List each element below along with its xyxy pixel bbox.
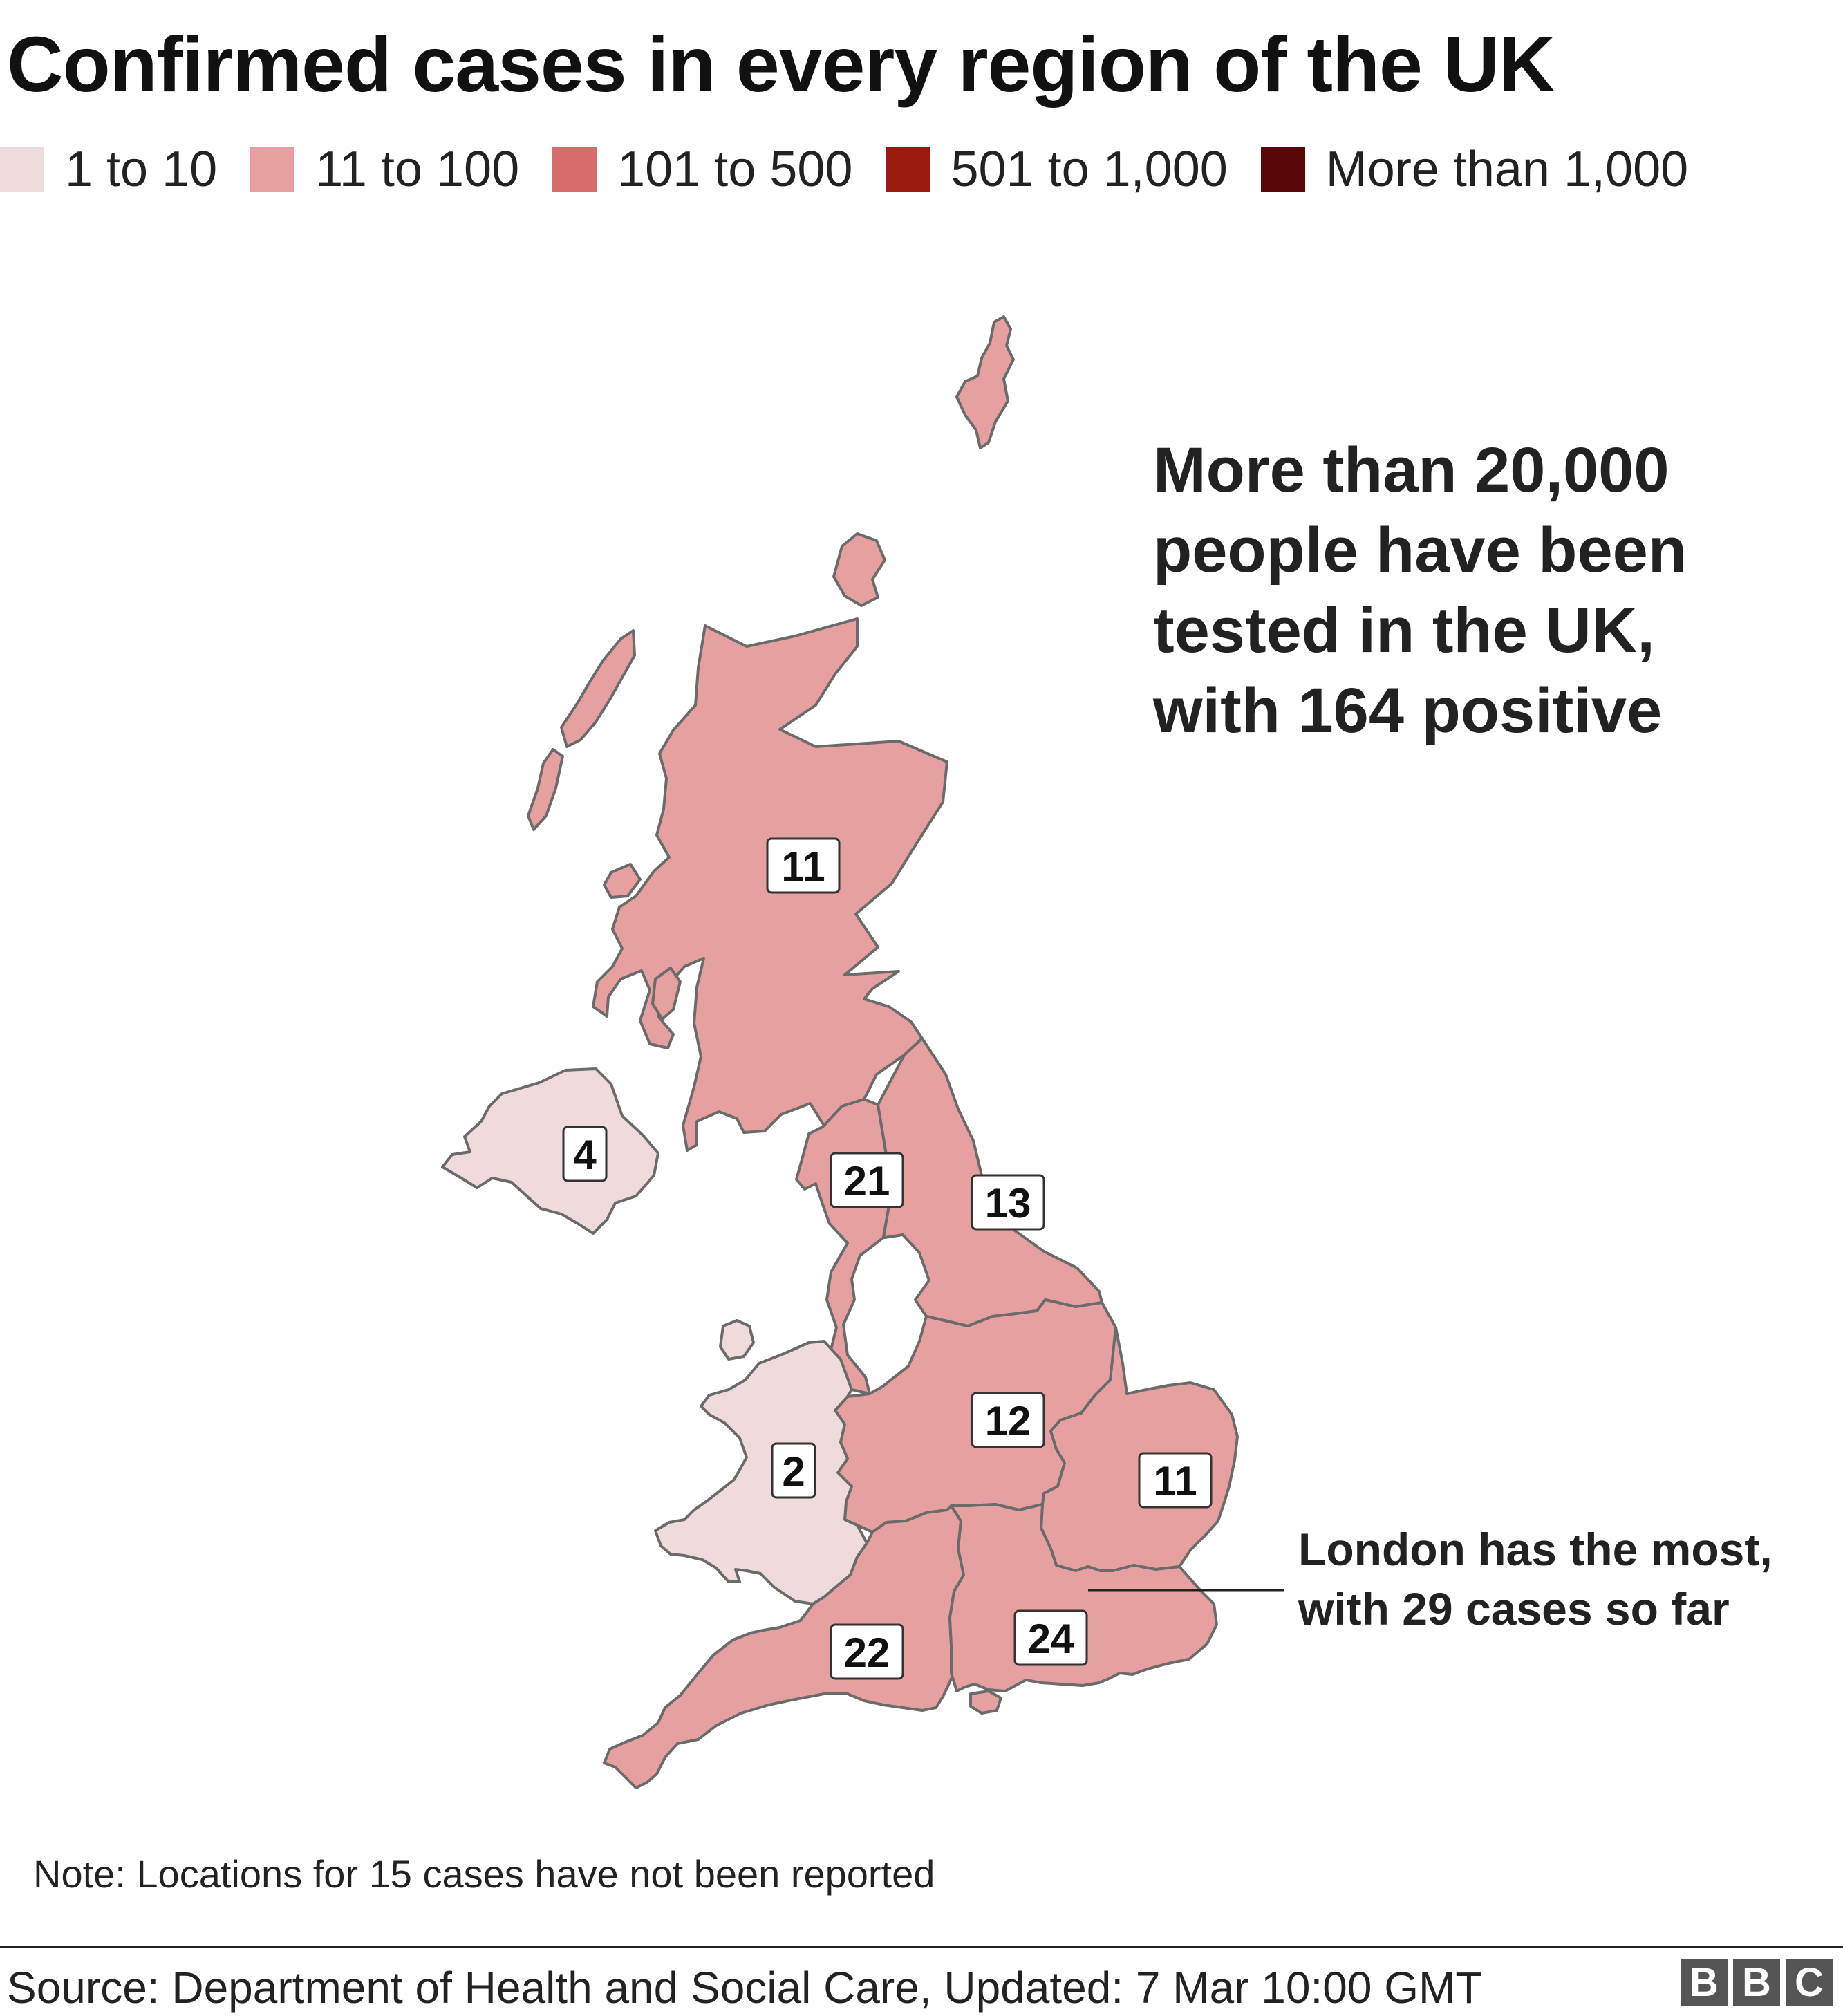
region-shape-mull — [603, 863, 642, 899]
region-count: 11 — [1153, 1458, 1197, 1504]
bbc-logo-letter: C — [1786, 1959, 1833, 2006]
region-count: 22 — [844, 1630, 890, 1676]
region-count: 21 — [844, 1158, 890, 1204]
region-count: 4 — [573, 1132, 597, 1178]
bbc-logo-letter: B — [1733, 1959, 1780, 2006]
region-shape-northern-ireland — [441, 1067, 659, 1235]
legend-label: 11 to 100 — [315, 142, 520, 197]
region-shape-orkney — [832, 532, 886, 607]
bbc-logo: B B C — [1675, 1959, 1833, 2006]
region-shape-islay — [651, 967, 682, 1020]
region-label-scotland: 11 — [766, 837, 841, 894]
annotation-line: with 164 positive — [1153, 675, 1663, 746]
legend-item-501-to-1000: 501 to 1,000 — [886, 141, 1228, 198]
region-count: 24 — [1028, 1616, 1074, 1662]
region-shape-isle-of-wight — [969, 1690, 1002, 1715]
region-label-east-of-england: 11 — [1138, 1452, 1213, 1509]
legend-swatch — [0, 147, 44, 192]
london-annotation: London has the most, with 29 cases so fa… — [1298, 1520, 1772, 1639]
region-label-south-west: 22 — [830, 1623, 904, 1680]
region-label-wales: 2 — [771, 1442, 816, 1499]
region-label-north-east-yorkshire: 13 — [971, 1174, 1045, 1231]
source-text: Source: Department of Health and Social … — [7, 1963, 1483, 2013]
legend-swatch — [886, 147, 930, 192]
bbc-logo-letter: B — [1681, 1959, 1728, 2006]
region-count: 12 — [985, 1398, 1031, 1444]
region-shape-anglesey — [719, 1319, 755, 1361]
legend-label: 501 to 1,000 — [951, 142, 1228, 197]
region-count: 11 — [781, 843, 825, 890]
annotation-line: with 29 cases so far — [1298, 1583, 1730, 1634]
footer-divider — [0, 1946, 1843, 1948]
region-count: 13 — [985, 1180, 1031, 1226]
region-shape-uist — [527, 748, 564, 831]
region-label-northern-ireland: 4 — [562, 1126, 608, 1182]
legend-swatch — [552, 147, 597, 192]
region-label-south-east: 24 — [1013, 1609, 1088, 1666]
legend-label: 1 to 10 — [65, 142, 218, 197]
legend-label: More than 1,000 — [1325, 142, 1689, 197]
region-label-north-west: 21 — [830, 1152, 904, 1208]
testing-annotation: More than 20,000 people have been tested… — [1153, 430, 1687, 751]
footnote: Note: Locations for 15 cases have not be… — [33, 1852, 935, 1896]
legend-swatch — [250, 147, 295, 192]
legend-item-more-than-1000: More than 1,000 — [1260, 141, 1689, 198]
legend-swatch — [1260, 147, 1305, 192]
annotation-line: London has the most, — [1298, 1524, 1772, 1575]
legend: 1 to 10 11 to 100 101 to 500 501 to 1,00… — [0, 142, 1721, 197]
region-shape-western-isles — [560, 629, 636, 748]
legend-label: 101 to 500 — [617, 142, 853, 197]
annotation-line: More than 20,000 — [1153, 435, 1669, 505]
region-shape-shetland — [955, 315, 1015, 449]
region-label-midlands: 12 — [971, 1392, 1045, 1448]
legend-item-101-to-500: 101 to 500 — [552, 141, 852, 198]
region-shape-wales — [654, 1340, 868, 1605]
region-count: 2 — [782, 1448, 805, 1495]
legend-item-1-to-10: 1 to 10 — [0, 141, 217, 198]
legend-item-11-to-100: 11 to 100 — [250, 141, 519, 198]
chart-title: Confirmed cases in every region of the U… — [7, 21, 1555, 108]
annotation-line: people have been — [1153, 515, 1687, 586]
annotation-line: tested in the UK, — [1153, 595, 1655, 666]
